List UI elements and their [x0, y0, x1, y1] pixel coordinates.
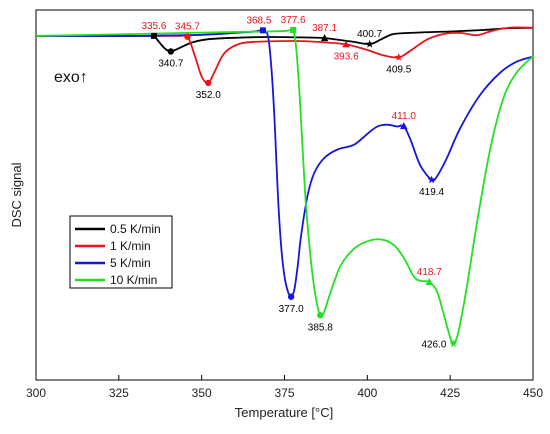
series-1-marker-circle	[184, 33, 191, 40]
x-axis-ticks: 300 325 350 375 400 425 450	[26, 375, 543, 400]
series-0-marker-square	[150, 32, 157, 39]
series-0-marker-star	[365, 39, 374, 48]
peak-annotation: 345.7	[175, 22, 200, 33]
legend-label: 10 K/min	[110, 273, 157, 287]
x-tick-label: 325	[109, 386, 129, 400]
x-tick-label: 300	[26, 386, 46, 400]
peak-annotation: 411.0	[392, 111, 417, 122]
series-2-marker-triangle	[399, 122, 408, 130]
x-tick-label: 350	[192, 386, 212, 400]
peak-annotation: 340.7	[158, 58, 183, 69]
series-2-marker-circle	[287, 293, 295, 300]
series-3-marker-star	[449, 339, 458, 348]
peak-annotation: 418.7	[417, 267, 442, 278]
peak-annotation: 377.6	[281, 15, 306, 26]
series-1-marker-triangle	[342, 40, 350, 48]
peak-annotation: 393.6	[334, 51, 359, 62]
peak-annotation: 385.8	[308, 322, 333, 333]
legend-label: 0.5 K/min	[110, 222, 161, 236]
series-line-1	[36, 26, 534, 84]
peak-annotation: 335.6	[141, 21, 166, 32]
series-1-marker-star	[394, 53, 403, 61]
peak-annotation: 426.0	[421, 340, 446, 351]
peak-annotation: 419.4	[419, 187, 444, 198]
series-0-marker-triangle	[320, 34, 329, 42]
series-line-3	[35, 28, 534, 345]
series-layer	[35, 26, 534, 345]
series-3-marker-circle	[317, 312, 324, 319]
series-2-marker-square	[259, 27, 266, 34]
peak-annotation: 377.0	[279, 304, 304, 315]
series-0-marker-circle	[167, 48, 175, 55]
legend-label: 5 K/min	[110, 256, 151, 270]
peak-annotation: 409.5	[386, 64, 411, 75]
peak-annotation: 387.1	[312, 23, 337, 34]
peak-annotation: 352.0	[196, 90, 221, 101]
legend: 0.5 K/min 1 K/min 5 K/min 10 K/min	[69, 215, 173, 289]
peak-annotation: 368.5	[246, 15, 271, 26]
legend-label: 1 K/min	[110, 239, 151, 253]
series-3-marker-triangle	[425, 277, 434, 285]
x-tick-label: 425	[440, 386, 460, 400]
x-tick-label: 375	[274, 386, 294, 400]
legend-items: 0.5 K/min 1 K/min 5 K/min 10 K/min	[75, 222, 161, 287]
peak-annotation: 400.7	[357, 29, 382, 40]
y-axis-title: DSC signal	[9, 162, 24, 227]
exo-label: exo↑	[54, 69, 88, 86]
x-axis-title: Temperature [°C]	[235, 405, 333, 420]
x-tick-label: 400	[357, 386, 377, 400]
series-1-marker-circle	[205, 79, 212, 87]
series-3-marker-square	[290, 26, 297, 33]
markers-layer	[150, 26, 458, 348]
series-2-marker-star	[427, 175, 436, 184]
series-line-2	[35, 29, 534, 298]
annotation-layer: 335.6 345.7 340.7 352.0 368.5 377.6 387.1 400.7…	[141, 15, 446, 351]
plot-frame	[35, 9, 534, 381]
x-tick-label: 450	[523, 386, 543, 400]
